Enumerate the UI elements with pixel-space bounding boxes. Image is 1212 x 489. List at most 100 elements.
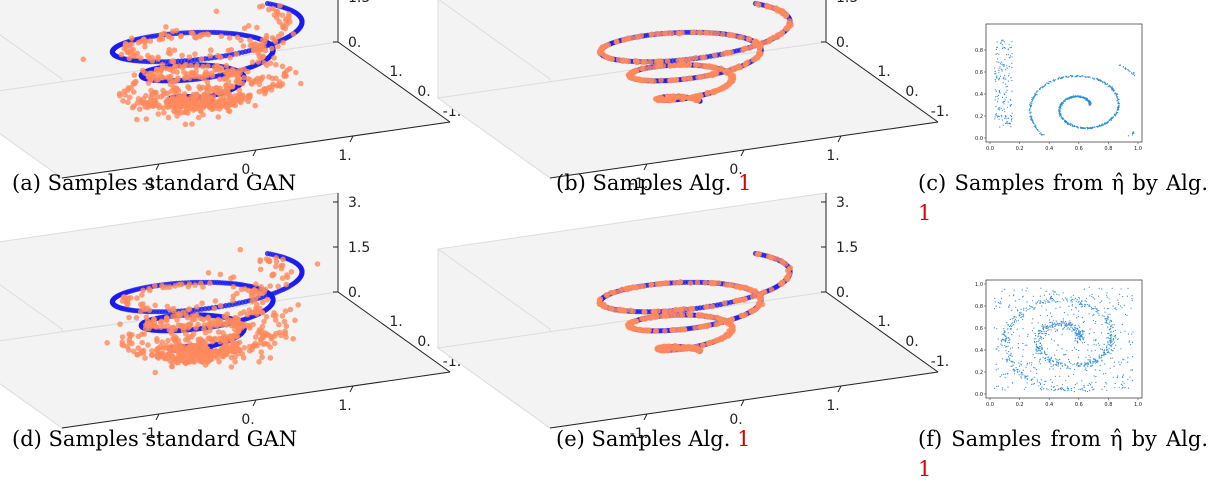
generated-sample-point — [164, 90, 171, 97]
eta-hat-sample-point — [1065, 120, 1068, 123]
generated-sample-point — [766, 4, 772, 10]
generated-sample-point — [230, 284, 237, 290]
generated-sample-point — [117, 321, 123, 327]
generated-sample-point — [139, 339, 145, 346]
generated-sample-point — [167, 66, 174, 72]
generated-sample-point — [204, 358, 210, 364]
generated-sample-point — [129, 41, 135, 47]
x-tick-label: -1. — [142, 426, 160, 442]
generated-sample-point — [203, 69, 209, 75]
generated-sample-point — [278, 31, 285, 37]
eta-hat-sample-point — [1110, 87, 1112, 89]
generated-sample-point — [146, 285, 152, 292]
generated-sample-point — [688, 56, 694, 62]
eta-hat-sample-point — [1108, 85, 1110, 87]
generated-sample-point — [255, 50, 261, 57]
generated-sample-point — [275, 43, 281, 50]
generated-sample-point — [190, 30, 196, 37]
eta-hat-sample-point — [1010, 118, 1013, 120]
generated-sample-point — [711, 88, 717, 94]
eta-hat-sample-point — [1069, 122, 1071, 124]
generated-sample-point — [283, 281, 290, 288]
eta-hat-sample-point — [1125, 68, 1127, 70]
generated-sample-point — [208, 323, 214, 330]
generated-sample-point — [249, 59, 256, 65]
generated-sample-point — [194, 304, 200, 310]
eta-hat-sample-point — [1112, 116, 1114, 118]
eta-hat-sample-point — [1003, 108, 1005, 110]
eta-hat-sample-point — [999, 63, 1002, 65]
caption-c: (c) Samples from η̂ by Alg. 1 — [918, 168, 1208, 228]
generated-sample-point — [135, 345, 142, 351]
eta-hat-sample-point — [1069, 124, 1071, 126]
eta-hat-sample-point — [1122, 66, 1124, 68]
eta-hat-sample-point — [1092, 126, 1094, 128]
y-tick-label: -1. — [931, 354, 949, 370]
eta-hat-sample-point — [995, 73, 997, 75]
eta-hat-sample-point — [994, 71, 996, 73]
eta-hat-sample-point — [1007, 54, 1009, 56]
generated-sample-point — [126, 339, 133, 346]
x-tick-label: 0.6 — [1075, 146, 1083, 152]
eta-hat-sample-point — [1029, 103, 1031, 105]
eta-hat-sample-point — [1001, 43, 1003, 46]
generated-sample-point — [135, 96, 142, 102]
generated-sample-point — [214, 321, 220, 327]
algorithm-ref-link[interactable]: 1 — [918, 201, 932, 225]
generated-sample-point — [664, 58, 671, 64]
generated-sample-point — [129, 331, 135, 338]
generated-sample-point — [273, 258, 280, 265]
generated-sample-point — [613, 39, 620, 45]
y-tick-label: 0. — [417, 334, 430, 350]
generated-sample-point — [273, 263, 279, 270]
eta-hat-sample-point — [1006, 65, 1008, 67]
generated-sample-point — [254, 343, 260, 349]
algorithm-ref-link[interactable]: 1 — [738, 171, 752, 195]
eta-hat-sample-point — [996, 95, 998, 98]
eta-hat-sample-point — [1035, 92, 1037, 94]
eta-hat-sample-point — [1037, 90, 1039, 92]
eta-hat-sample-point — [1110, 118, 1112, 120]
generated-sample-point — [154, 94, 161, 100]
generated-sample-point — [213, 8, 220, 15]
generated-sample-point — [283, 16, 289, 23]
generated-sample-point — [141, 331, 148, 337]
eta-hat-sample-point — [1002, 46, 1004, 48]
eta-hat-sample-point — [1029, 108, 1031, 110]
eta-hat-sample-point — [1042, 134, 1044, 136]
eta-hat-sample-point — [1116, 111, 1118, 114]
generated-sample-point — [200, 75, 207, 82]
generated-sample-point — [186, 322, 193, 328]
generated-sample-point — [145, 342, 151, 348]
eta-hat-sample-point — [1117, 93, 1119, 96]
eta-hat-sample-point — [1034, 93, 1036, 95]
eta-hat-sample-point — [1107, 120, 1109, 122]
generated-sample-point — [174, 312, 180, 318]
eta-hat-sample-point — [998, 68, 1000, 70]
generated-sample-point — [720, 31, 726, 38]
eta-hat-sample-point — [1087, 76, 1089, 78]
generated-sample-point — [179, 52, 185, 59]
generated-sample-point — [126, 94, 133, 101]
eta-hat-sample-point — [1066, 76, 1068, 78]
generated-sample-point — [179, 64, 186, 71]
eta-hat-sample-point — [1132, 131, 1134, 133]
generated-sample-point — [154, 338, 160, 345]
eta-hat-sample-point — [1031, 118, 1033, 120]
generated-sample-point — [259, 74, 266, 80]
eta-hat-sample-point — [1057, 78, 1059, 80]
generated-sample-point — [130, 46, 136, 53]
x-tick-label: -1. — [630, 176, 648, 192]
x-axis-line — [61, 121, 451, 179]
eta-hat-sample-point — [1004, 59, 1006, 61]
eta-hat-sample-point — [997, 115, 999, 117]
generated-sample-point — [183, 97, 190, 103]
generated-sample-point — [125, 49, 132, 56]
generated-sample-point — [208, 70, 215, 76]
generated-sample-point — [249, 42, 255, 48]
generated-sample-point — [245, 324, 252, 330]
eta-hat-sample-point — [1011, 117, 1013, 119]
eta-hat-sample-point — [1070, 96, 1072, 98]
eta-hat-sample-point — [996, 41, 998, 43]
x-tick-label: -1. — [630, 426, 648, 442]
